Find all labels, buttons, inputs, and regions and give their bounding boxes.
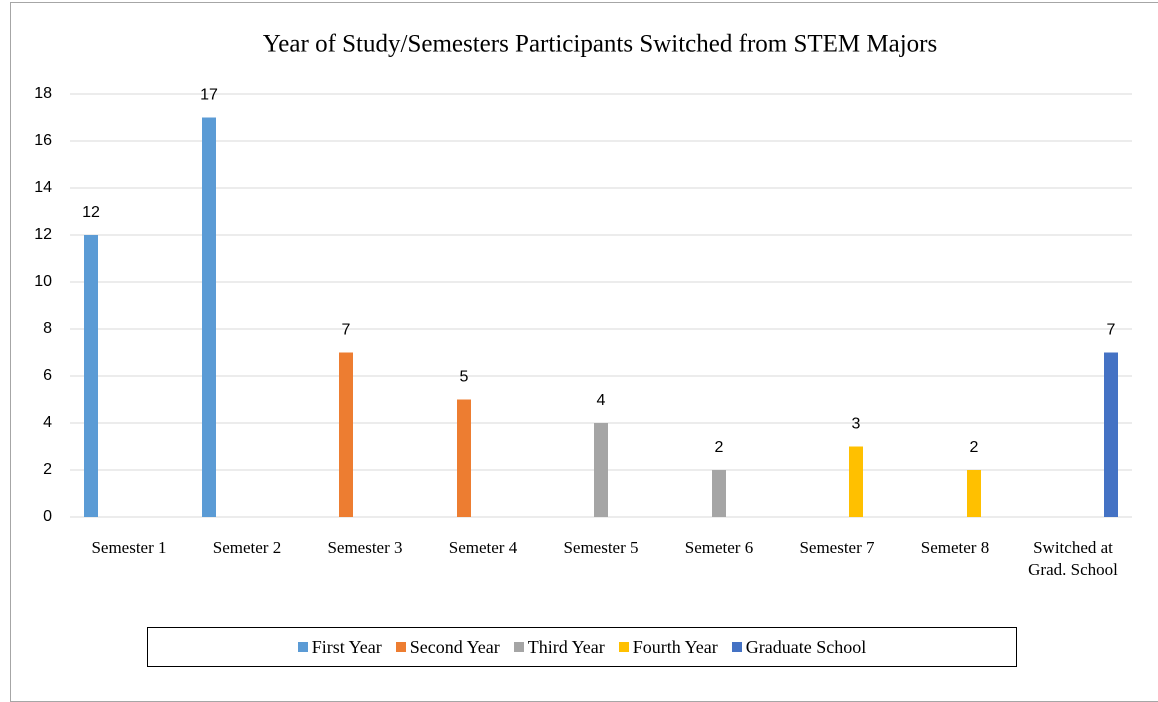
x-tick-label: Semester 3 <box>327 538 403 557</box>
bar <box>594 423 608 517</box>
chart-title: Year of Study/Semesters Participants Swi… <box>263 31 937 58</box>
bar <box>1104 352 1118 517</box>
y-tick-label: 0 <box>43 508 52 525</box>
x-tick-label: Switched at Grad. School <box>1028 538 1118 579</box>
x-tick-label: Semester 7 <box>799 538 875 557</box>
y-tick-label: 10 <box>34 273 52 290</box>
data-label: 7 <box>1107 322 1116 339</box>
legend-item: First Year <box>297 636 382 658</box>
bar <box>967 470 981 517</box>
x-tick-label: Semeter 6 <box>684 538 754 557</box>
legend-swatch <box>395 642 406 652</box>
data-label: 2 <box>970 439 979 456</box>
x-tick-label: Semeter 2 <box>212 538 282 557</box>
y-tick-label: 6 <box>43 367 52 384</box>
bar <box>712 470 726 517</box>
legend-label: First Year <box>311 636 382 657</box>
y-tick-label: 18 <box>34 85 52 102</box>
legend-swatch <box>513 642 524 652</box>
data-label: 12 <box>82 204 100 221</box>
legend-swatch <box>731 642 742 652</box>
data-label: 2 <box>715 439 724 456</box>
legend-item: Second Year <box>395 636 500 658</box>
legend-label: Graduate School <box>745 636 867 657</box>
legend: First Year Second Year Third Year Fourth Ye… <box>147 627 1017 667</box>
y-tick-label: 2 <box>43 461 52 478</box>
legend-label: Fourth Year <box>632 636 718 657</box>
chart: Year of Study/Semesters Participants Swi… <box>34 31 1132 525</box>
data-label: 17 <box>200 87 218 104</box>
x-tick-label: Semester 1 <box>91 538 167 557</box>
legend-item: Graduate School <box>731 636 867 658</box>
bar <box>84 235 98 517</box>
bar <box>202 117 216 517</box>
legend-item: Fourth Year <box>618 636 718 658</box>
bar <box>849 446 863 517</box>
x-tick-label: Semester 5 <box>563 538 639 557</box>
bar <box>339 352 353 517</box>
y-tick-label: 14 <box>34 179 52 196</box>
legend-label: Third Year <box>527 636 605 657</box>
legend-label: Second Year <box>409 636 500 657</box>
data-label: 3 <box>852 416 861 433</box>
x-tick-label: Semeter 4 <box>448 538 518 557</box>
data-label: 5 <box>460 369 469 386</box>
data-label: 7 <box>342 322 351 339</box>
legend-item: Third Year <box>513 636 605 658</box>
bar <box>457 399 471 517</box>
page: Year of Study/Semesters Participants Swi… <box>10 2 1158 702</box>
y-tick-label: 4 <box>43 414 52 431</box>
data-label: 4 <box>597 392 606 409</box>
y-tick-label: 12 <box>34 226 52 243</box>
y-tick-label: 16 <box>34 132 52 149</box>
legend-swatch <box>618 642 629 652</box>
legend-swatch <box>297 642 308 652</box>
x-tick-label: Semeter 8 <box>920 538 990 557</box>
y-tick-label: 8 <box>43 320 52 337</box>
